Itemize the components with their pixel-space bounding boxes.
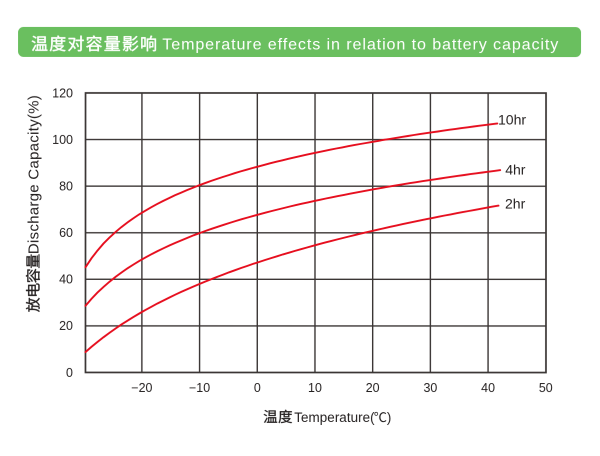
svg-text:−20: −20 (131, 381, 152, 395)
svg-text:Discharge Capacity(%): Discharge Capacity(%) (26, 95, 43, 254)
svg-text:20: 20 (59, 319, 73, 333)
svg-text:Temperature effects in relatio: Temperature effects in relation to batte… (162, 36, 558, 53)
svg-text:0: 0 (254, 381, 261, 395)
svg-text:−10: −10 (189, 381, 210, 395)
svg-text:10hr: 10hr (498, 112, 526, 128)
svg-text:80: 80 (59, 179, 73, 193)
svg-text:40: 40 (481, 381, 495, 395)
svg-text:100: 100 (52, 133, 73, 147)
svg-text:Temperature(: Temperature( (294, 410, 375, 425)
svg-text:20: 20 (366, 381, 380, 395)
svg-text:50: 50 (539, 381, 553, 395)
svg-text:10: 10 (308, 381, 322, 395)
svg-text:2hr: 2hr (505, 195, 526, 211)
svg-text:40: 40 (59, 273, 73, 287)
svg-text:30: 30 (423, 381, 437, 395)
svg-text:): ) (387, 410, 392, 425)
svg-text:4hr: 4hr (505, 162, 526, 178)
svg-text:0: 0 (66, 366, 73, 380)
svg-text:120: 120 (52, 86, 73, 100)
svg-text:60: 60 (59, 226, 73, 240)
